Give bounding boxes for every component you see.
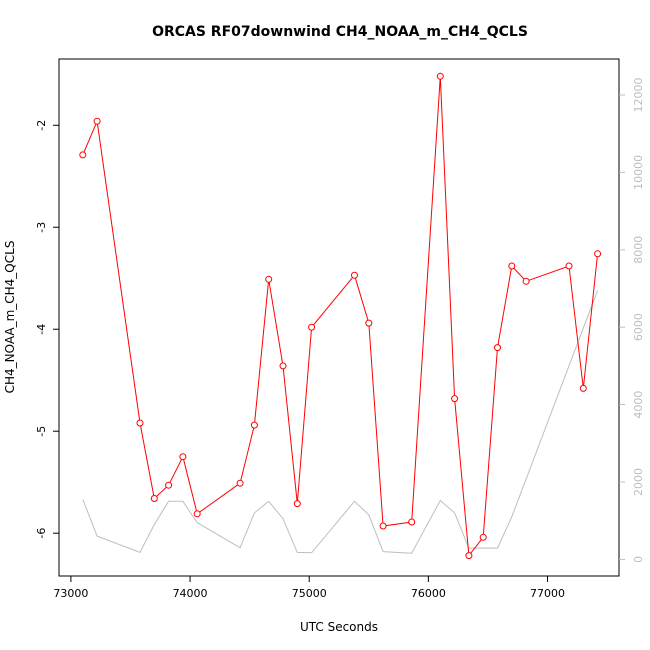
data-point — [479, 533, 487, 541]
x-tick-label: 76000 — [411, 587, 446, 600]
x-tick-label: 75000 — [292, 587, 327, 600]
y2-tick-label: 6000 — [632, 313, 645, 341]
data-point — [308, 323, 316, 331]
series-line-right-axis — [82, 290, 599, 554]
x-tick-label: 77000 — [530, 587, 565, 600]
plot-frame — [58, 58, 620, 577]
chart-title: ORCAS RF07downwind CH4_NOAA_m_CH4_QCLS — [152, 24, 528, 40]
data-point — [565, 262, 573, 270]
y-tick-label: -6 — [35, 528, 48, 539]
data-point — [293, 500, 301, 508]
data-point — [179, 453, 187, 461]
y-tick-label: -4 — [35, 324, 48, 335]
data-point — [93, 117, 101, 125]
data-point — [279, 362, 287, 370]
data-point — [508, 262, 516, 270]
data-point — [265, 275, 273, 283]
y-tick-label: -5 — [35, 426, 48, 437]
x-axis-label: UTC Seconds — [300, 620, 378, 634]
y2-tick-label: 10000 — [632, 155, 645, 190]
data-point — [165, 481, 173, 489]
data-point — [451, 395, 459, 403]
data-point — [236, 479, 244, 487]
y2-tick-label: 2000 — [632, 468, 645, 496]
data-point — [79, 151, 87, 159]
data-point — [522, 277, 530, 285]
y2-tick-label: 4000 — [632, 391, 645, 419]
data-point — [408, 518, 416, 526]
series-line-left-axis — [82, 76, 599, 557]
data-point — [379, 522, 387, 530]
series-layer — [79, 72, 602, 560]
data-point — [193, 510, 201, 518]
data-point — [365, 319, 373, 327]
x-tick-label: 73000 — [53, 587, 88, 600]
data-point — [579, 384, 587, 392]
y-axis-left: -6 -5 -4 -3 -2 — [35, 120, 59, 539]
x-axis: 73000 74000 75000 76000 77000 — [53, 576, 565, 600]
y2-tick-label: 0 — [632, 556, 645, 563]
data-point — [150, 495, 158, 502]
data-point — [436, 72, 444, 80]
y2-tick-label: 8000 — [632, 236, 645, 264]
y2-tick-label: 12000 — [632, 77, 645, 112]
data-point — [136, 419, 144, 427]
data-point — [351, 271, 358, 279]
y-axis-label: CH4_NOAA_m_CH4_QCLS — [3, 241, 17, 394]
data-point — [594, 250, 602, 258]
y-tick-label: -2 — [35, 120, 48, 131]
y-tick-label: -3 — [35, 222, 48, 233]
data-point — [494, 344, 501, 352]
y-axis-right: 0 2000 4000 6000 8000 10000 12000 — [619, 77, 645, 563]
data-point — [250, 421, 258, 429]
x-tick-label: 74000 — [173, 587, 208, 600]
data-point — [465, 552, 473, 560]
